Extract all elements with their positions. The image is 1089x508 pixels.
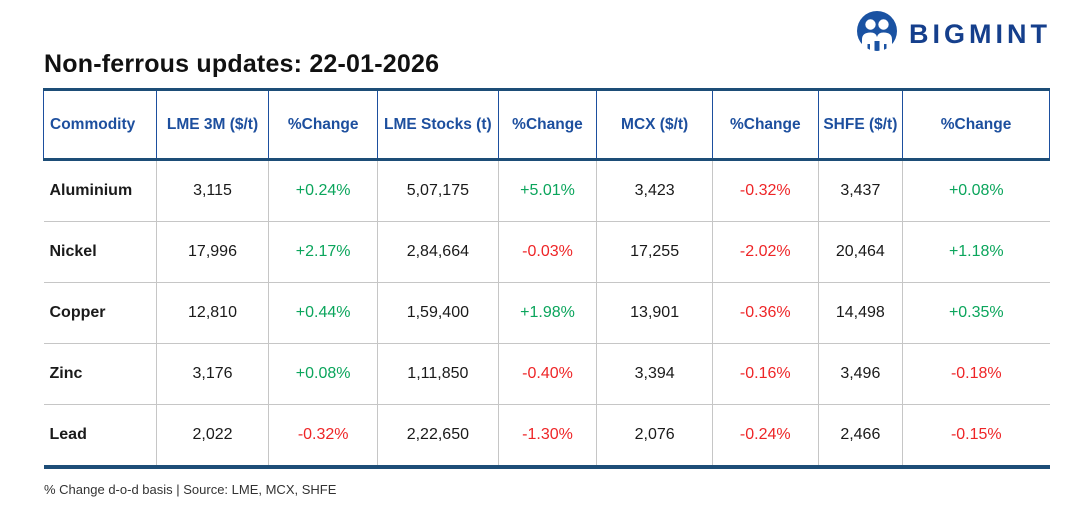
change-cell: +0.08% bbox=[268, 343, 378, 405]
commodity-cell: Nickel bbox=[43, 221, 157, 283]
bigmint-logo: BIGMINT bbox=[855, 10, 1051, 58]
commodity-cell: Aluminium bbox=[43, 159, 157, 222]
change-cell: +0.08% bbox=[902, 159, 1050, 222]
page-title: Non-ferrous updates: 22-01-2026 bbox=[44, 50, 440, 78]
change-cell: +0.44% bbox=[268, 282, 378, 344]
column-header: LME 3M ($/t) bbox=[155, 89, 269, 161]
people-circle-icon bbox=[855, 10, 899, 58]
change-cell: -0.32% bbox=[712, 159, 819, 222]
change-cell: -0.15% bbox=[902, 404, 1050, 469]
value-cell: 1,59,400 bbox=[377, 282, 499, 344]
change-cell: -2.02% bbox=[712, 221, 819, 283]
change-cell: -0.40% bbox=[498, 343, 598, 405]
commodity-cell: Copper bbox=[43, 282, 157, 344]
column-header: Commodity bbox=[43, 89, 157, 161]
table-row: Aluminium 3,115 +0.24% 5,07,175 +5.01% 3,423-… bbox=[43, 159, 1050, 222]
value-cell: 17,255 bbox=[596, 221, 713, 283]
table-row: Copper 12,810 +0.44% 1,59,400 +1.98% 13,901 -0… bbox=[43, 282, 1050, 344]
value-cell: 20,464 bbox=[818, 221, 904, 283]
bigmint-logo-text: BIGMINT bbox=[909, 18, 1051, 49]
value-cell: 17,996 bbox=[156, 221, 270, 283]
value-cell: 14,498 bbox=[818, 282, 904, 344]
value-cell: 3,437 bbox=[818, 159, 904, 222]
commodity-table-wrapper: Commodity LME 3M ($/t) %Change LME Stocks (… bbox=[43, 88, 1050, 469]
change-cell: -0.03% bbox=[498, 221, 598, 283]
change-cell: +2.17% bbox=[268, 221, 378, 283]
value-cell: 2,022 bbox=[156, 404, 270, 469]
table-row: Lead 2,022 -0.32% 2,22,650 -1.30% 2,076 -0.24%… bbox=[43, 404, 1050, 469]
value-cell: 3,423 bbox=[596, 159, 713, 222]
value-cell: 3,496 bbox=[818, 343, 904, 405]
change-cell: -0.32% bbox=[268, 404, 378, 469]
column-header: %Change bbox=[497, 89, 597, 161]
column-header: SHFE ($/t) bbox=[817, 89, 903, 161]
value-cell: 2,22,650 bbox=[377, 404, 499, 469]
table-row: Zinc 3,176 +0.08% 1,11,850 -0.40% 3,394 -0.16%… bbox=[43, 343, 1050, 405]
change-cell: -0.36% bbox=[712, 282, 819, 344]
change-cell: -0.24% bbox=[712, 404, 819, 469]
commodity-table: Commodity LME 3M ($/t) %Change LME Stocks (… bbox=[43, 88, 1050, 469]
change-cell: +1.98% bbox=[498, 282, 598, 344]
commodity-cell: Zinc bbox=[43, 343, 157, 405]
commodity-cell: Lead bbox=[43, 404, 157, 469]
value-cell: 2,84,664 bbox=[377, 221, 499, 283]
table-row: Nickel 17,996 +2.17% 2,84,664 -0.03% 17,255 -2… bbox=[43, 221, 1050, 283]
column-header: %Change bbox=[711, 89, 819, 161]
change-cell: -0.16% bbox=[712, 343, 819, 405]
change-cell: -0.18% bbox=[902, 343, 1050, 405]
value-cell: 5,07,175 bbox=[377, 159, 499, 222]
value-cell: 3,176 bbox=[156, 343, 270, 405]
value-cell: 13,901 bbox=[596, 282, 713, 344]
column-header: LME Stocks (t) bbox=[376, 89, 499, 161]
value-cell: 2,076 bbox=[596, 404, 713, 469]
column-header: %Change bbox=[268, 89, 378, 161]
value-cell: 12,810 bbox=[156, 282, 270, 344]
change-cell: +5.01% bbox=[498, 159, 598, 222]
value-cell: 3,394 bbox=[596, 343, 713, 405]
change-cell: +0.24% bbox=[268, 159, 378, 222]
footer-note: % Change d-o-d basis | Source: LME, MCX,… bbox=[44, 482, 337, 497]
column-header: %Change bbox=[902, 89, 1050, 161]
change-cell: -1.30% bbox=[498, 404, 598, 469]
change-cell: +1.18% bbox=[902, 221, 1050, 283]
change-cell: +0.35% bbox=[902, 282, 1050, 344]
table-header-row: Commodity LME 3M ($/t) %Change LME Stocks (… bbox=[43, 89, 1050, 161]
value-cell: 2,466 bbox=[818, 404, 904, 469]
value-cell: 1,11,850 bbox=[377, 343, 499, 405]
value-cell: 3,115 bbox=[156, 159, 270, 222]
column-header: MCX ($/t) bbox=[596, 89, 713, 161]
